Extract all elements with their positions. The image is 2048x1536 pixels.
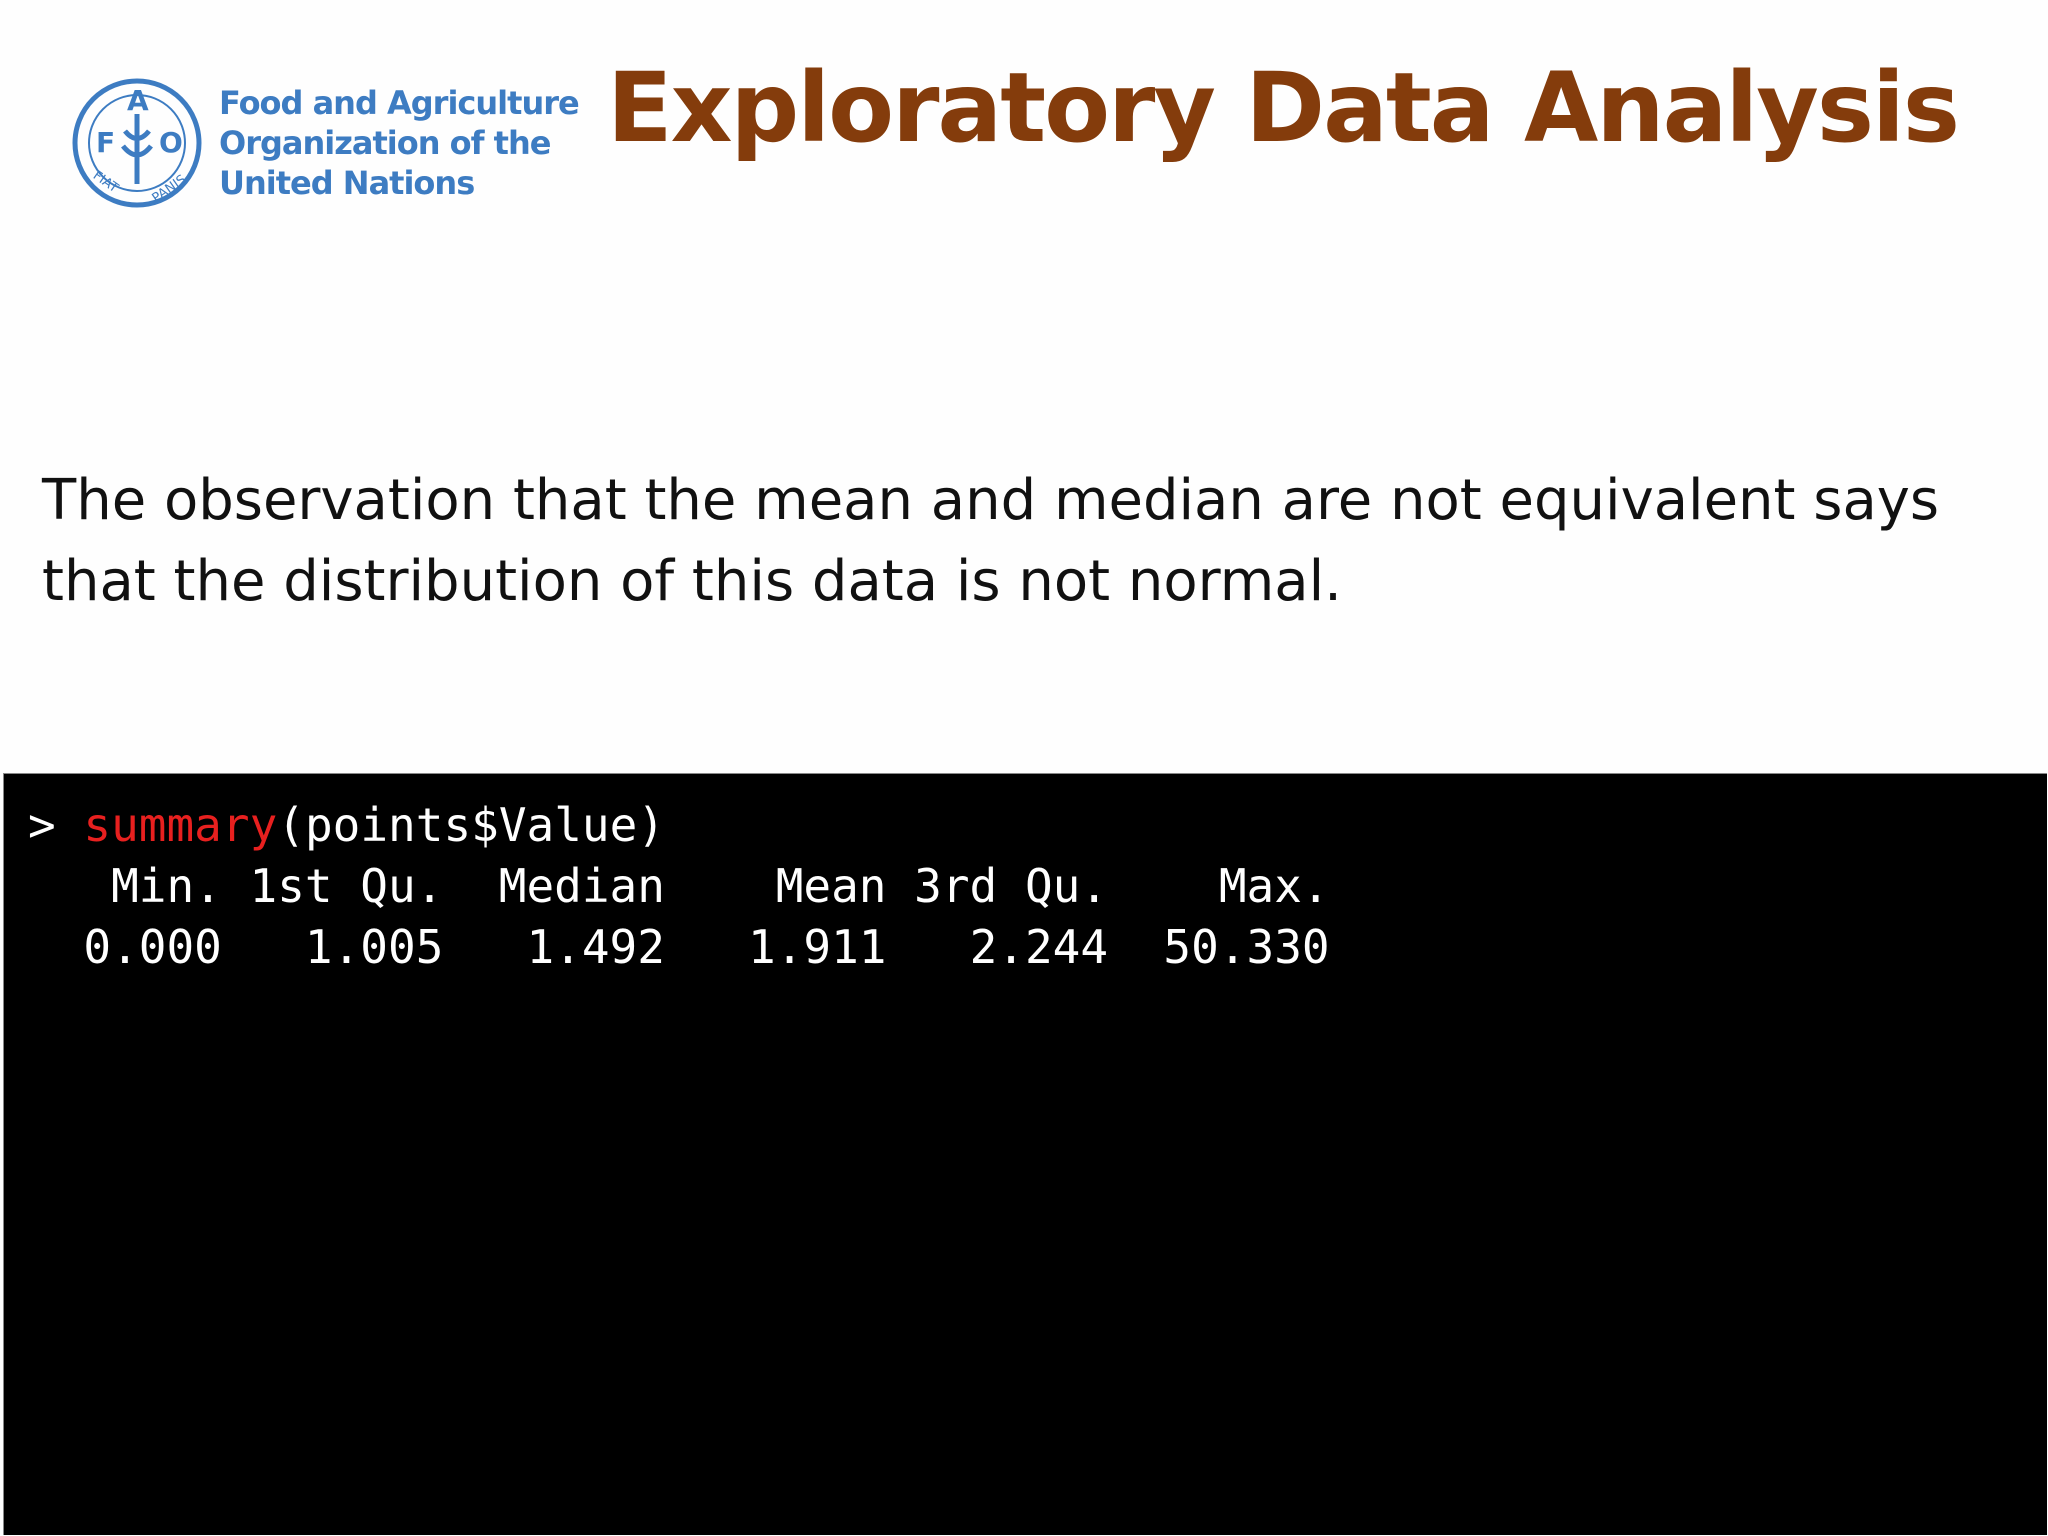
logo-letter: O [159, 126, 183, 159]
slide-title: Exploratory Data Analysis [607, 52, 1960, 164]
summary-header: Min. [111, 859, 222, 913]
summary-value: 1.911 [748, 920, 887, 974]
org-name: Food and Agriculture [219, 84, 580, 122]
org-name: Organization of the [219, 124, 551, 162]
logo-letter: A [127, 84, 149, 117]
command-line: > summary(points$Value) [28, 798, 665, 852]
summary-headers: Min. 1st Qu. Median Mean 3rd Qu. Max. [28, 859, 1330, 913]
summary-values: 0.000 1.005 1.492 1.911 2.244 50.330 [28, 920, 1330, 974]
logo-motto: FIAT [90, 168, 121, 196]
r-console: > summary(points$Value) Min. 1st Qu. Media… [3, 773, 2047, 1535]
logo-wheat [121, 114, 153, 184]
arguments: (points$Value) [277, 798, 666, 852]
fao-logo: F A O FIAT PANIS [72, 78, 202, 208]
summary-value: 50.330 [1163, 920, 1330, 974]
logo-inner-ring [88, 94, 186, 192]
summary-header: Median [498, 859, 665, 913]
summary-value: 2.244 [969, 920, 1109, 974]
body-text: The observation that the mean and median… [42, 468, 1940, 533]
org-name: United Nations [219, 164, 475, 202]
logo-letter: F [96, 126, 115, 159]
summary-header: Mean [775, 859, 887, 913]
logo-ring [72, 78, 202, 208]
summary-value: 0.000 [83, 920, 222, 974]
summary-header: 1st Qu. [249, 859, 444, 913]
summary-value: 1.005 [304, 920, 444, 974]
summary-value: 1.492 [526, 920, 665, 974]
prompt: > [28, 798, 56, 852]
summary-header: 3rd Qu. [914, 859, 1109, 913]
function-name: summary [83, 798, 278, 852]
summary-header: Max. [1218, 859, 1330, 913]
body-text: that the distribution of this data is no… [42, 549, 1342, 614]
